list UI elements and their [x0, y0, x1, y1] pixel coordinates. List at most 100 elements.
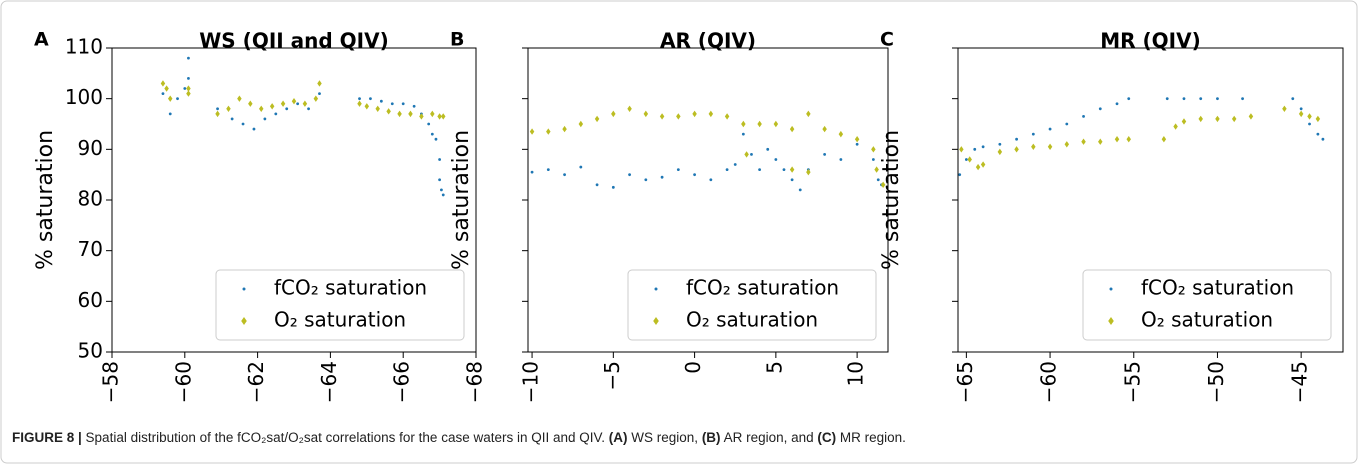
- point: [280, 100, 286, 107]
- point: [1098, 107, 1102, 111]
- point: [1216, 97, 1219, 101]
- y-axis-label: % saturation: [449, 130, 474, 270]
- point: [594, 115, 600, 123]
- point: [880, 181, 886, 188]
- point: [1031, 132, 1035, 136]
- point: [563, 173, 566, 177]
- x-tick-label: −66: [390, 361, 414, 403]
- caption-text: (B): [701, 430, 721, 445]
- point: [709, 178, 713, 182]
- point: [546, 128, 551, 135]
- point: [959, 146, 964, 153]
- point: [741, 132, 745, 136]
- point: [1173, 123, 1178, 130]
- point: [438, 178, 441, 182]
- point: [644, 178, 648, 182]
- legend-marker: [653, 317, 659, 325]
- point: [226, 105, 231, 112]
- point: [1048, 127, 1052, 131]
- x-tick-label: −60: [1037, 361, 1061, 403]
- point: [998, 142, 1002, 146]
- point: [627, 105, 632, 112]
- x-tick-label: −45: [1288, 361, 1312, 403]
- x-tick-label: −50: [1204, 361, 1228, 403]
- point: [434, 137, 438, 141]
- legend-label: O₂ saturation: [1141, 308, 1273, 332]
- point: [1241, 97, 1244, 101]
- y-axis-label: % saturation: [879, 130, 904, 270]
- y-tick-label: 100: [65, 85, 103, 109]
- point: [1047, 143, 1053, 150]
- y-tick-label: 110: [65, 35, 103, 59]
- point: [1165, 97, 1169, 101]
- point: [1126, 136, 1131, 143]
- point: [241, 122, 245, 126]
- legend-marker: [1109, 287, 1113, 291]
- point: [274, 112, 278, 116]
- axes-frame: [111, 47, 477, 353]
- point: [530, 170, 534, 174]
- point: [317, 80, 322, 87]
- point: [789, 125, 795, 133]
- point: [1315, 115, 1321, 123]
- point: [285, 107, 289, 111]
- point: [1299, 107, 1303, 111]
- y-tick-label: 90: [78, 136, 103, 160]
- point: [958, 173, 962, 177]
- point: [430, 110, 435, 118]
- x-tick-label: 0: [681, 361, 705, 374]
- point: [1127, 97, 1131, 101]
- point: [708, 110, 714, 118]
- point: [291, 98, 297, 105]
- point: [757, 120, 762, 128]
- point: [676, 168, 680, 172]
- point: [164, 85, 169, 92]
- caption: FIGURE 8 | Spatial distribution of the f…: [12, 430, 906, 445]
- point: [168, 95, 173, 102]
- point: [186, 85, 191, 92]
- point: [1321, 137, 1325, 141]
- panel-label: A: [34, 29, 49, 51]
- point: [874, 166, 879, 173]
- point: [441, 113, 446, 120]
- point: [401, 102, 405, 106]
- point: [364, 103, 370, 110]
- point: [692, 110, 697, 118]
- point: [854, 136, 860, 143]
- point: [676, 113, 681, 120]
- point: [611, 110, 616, 118]
- point: [823, 153, 827, 156]
- point: [724, 113, 730, 120]
- point: [1231, 115, 1237, 123]
- y-tick-label: 60: [78, 288, 103, 312]
- point: [215, 110, 220, 118]
- point: [252, 127, 256, 131]
- point: [1031, 143, 1036, 150]
- point: [578, 120, 584, 128]
- point: [187, 56, 190, 60]
- point: [263, 117, 267, 121]
- point: [789, 166, 795, 173]
- point: [660, 175, 664, 179]
- point: [186, 90, 191, 97]
- x-tick-label: −68: [463, 361, 487, 403]
- caption-text: MR region.: [836, 430, 906, 445]
- point: [427, 122, 431, 126]
- point: [1298, 110, 1304, 118]
- panel-label: C: [880, 29, 894, 51]
- point: [967, 156, 972, 163]
- chart-title: WS (QII and QIV): [199, 29, 389, 53]
- point: [595, 183, 599, 187]
- point: [529, 128, 535, 135]
- caption-text: (A): [608, 430, 628, 445]
- point: [725, 168, 729, 172]
- point: [1199, 97, 1203, 101]
- point: [975, 163, 981, 171]
- x-tick-label: 10: [844, 361, 868, 386]
- point: [1282, 105, 1287, 112]
- point: [307, 107, 310, 111]
- point: [187, 77, 190, 80]
- caption-text: WS region,: [627, 430, 702, 445]
